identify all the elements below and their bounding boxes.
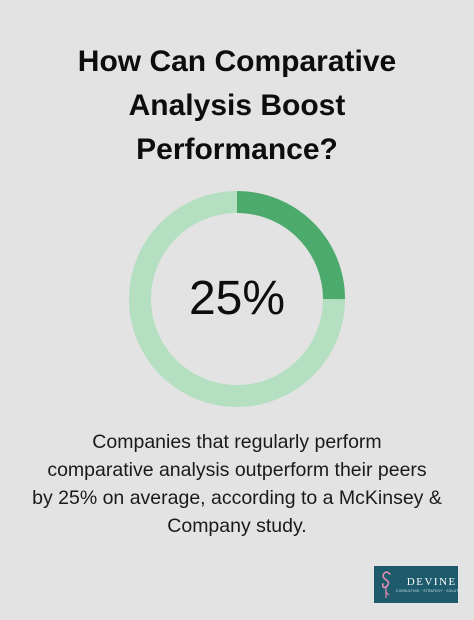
description: Companies that regularly perform compara… [10, 428, 464, 540]
page-title: How Can Comparative Analysis Boost Perfo… [20, 40, 454, 172]
brand-logo: DEVINE CONSULTING · STRATEGY · SOLUTIONS [374, 566, 467, 603]
title-line-2: Analysis Boost [128, 89, 346, 122]
donut-slice-value [129, 191, 345, 407]
flamingo-icon [381, 571, 391, 598]
description-line-4: Company study. [167, 515, 307, 537]
donut-chart: 25% [127, 189, 347, 409]
description-line-2: comparative analysis outperform their pe… [47, 459, 427, 481]
title-line-3: Performance? [136, 133, 338, 166]
title-line-1: How Can Comparative [77, 45, 397, 78]
description-line-1: Companies that regularly perform [92, 431, 382, 453]
logo-tagline: CONSULTING · STRATEGY · SOLUTIONS [396, 588, 468, 593]
chart-center-value: 25% [188, 272, 286, 325]
donut-chart-svg [129, 191, 345, 407]
logo-name: DEVINE [406, 575, 457, 588]
description-line-3: by 25% on average, according to a McKins… [32, 487, 442, 509]
